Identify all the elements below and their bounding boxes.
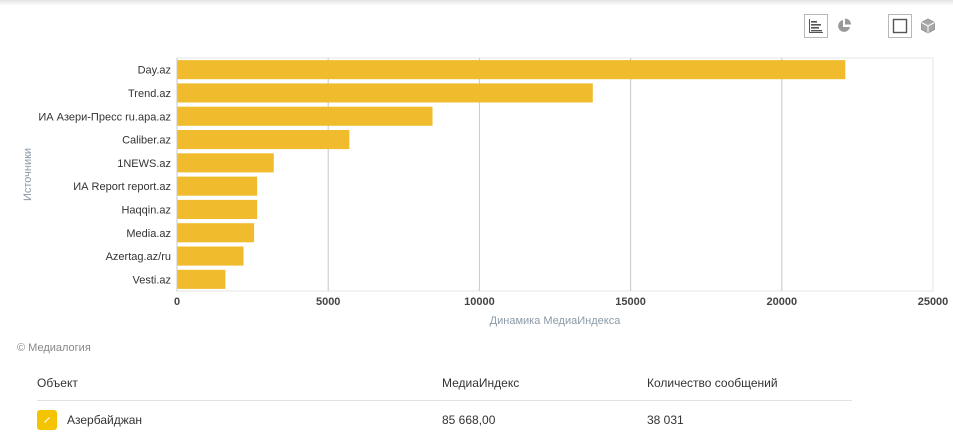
bar <box>177 223 255 243</box>
row-message-count: 38 031 <box>647 413 684 427</box>
x-axis-title: Динамика МедиаИндекса <box>490 315 622 327</box>
bar <box>177 246 244 266</box>
pie-chart-icon <box>838 18 851 32</box>
bar <box>177 153 274 173</box>
legend-table: Объект МедиаИндекс Количество сообщений … <box>37 368 852 433</box>
y-tick-label: Haqqin.az <box>121 204 171 216</box>
y-tick-label: ИА Азери-Пресс ru.apa.az <box>38 111 171 123</box>
y-tick-label: Trend.az <box>128 88 171 100</box>
x-tick-label: 15000 <box>615 296 646 308</box>
y-tick-label: 1NEWS.az <box>117 158 171 170</box>
table-header: Объект МедиаИндекс Количество сообщений <box>37 368 852 401</box>
header-object: Объект <box>37 376 78 390</box>
pie-chart-button[interactable] <box>832 14 856 38</box>
chart-toolbar <box>0 14 953 40</box>
bar <box>177 176 258 196</box>
x-tick-label: 0 <box>174 296 180 308</box>
y-tick-label: ИА Report report.az <box>73 181 171 193</box>
x-tick-label: 25000 <box>918 296 949 308</box>
bar-chart: 0 5000 10000 15000 20000 25000 Day.az Trend.az И… <box>22 57 949 327</box>
3d-view-button[interactable] <box>916 14 940 38</box>
y-tick-label: Caliber.az <box>122 135 171 147</box>
copyright-text: © Медиалогия <box>17 342 91 354</box>
bar <box>177 106 433 126</box>
y-tick-label: Vesti.az <box>132 274 171 286</box>
x-tick-label: 20000 <box>767 296 798 308</box>
3d-view-icon <box>921 18 935 34</box>
x-tick-label: 5000 <box>316 296 340 308</box>
bar-chart-button[interactable] <box>804 14 828 38</box>
bar <box>177 60 846 80</box>
table-row[interactable]: Азербайджан 85 668,00 38 031 <box>37 401 852 433</box>
row-mediaindex: 85 668,00 <box>442 413 496 427</box>
bar <box>177 199 258 220</box>
row-object: Азербайджан <box>67 413 143 427</box>
series-color-checkbox[interactable] <box>37 410 57 430</box>
bar <box>177 269 226 289</box>
bar <box>177 129 350 150</box>
x-tick-label: 10000 <box>464 296 495 308</box>
y-tick-label: Day.az <box>138 65 171 77</box>
y-tick-label: Azertag.az/ru <box>106 251 171 263</box>
y-axis-title: Источники <box>22 148 34 201</box>
y-tick-label: Media.az <box>126 228 171 240</box>
header-message-count: Количество сообщений <box>647 376 778 390</box>
2d-view-button[interactable] <box>888 14 912 38</box>
2d-view-icon <box>892 18 908 34</box>
check-icon <box>44 417 50 423</box>
bar <box>177 83 593 103</box>
top-shadow <box>0 0 953 6</box>
header-mediaindex: МедиаИндекс <box>442 376 520 390</box>
bar-chart-icon <box>809 19 823 33</box>
